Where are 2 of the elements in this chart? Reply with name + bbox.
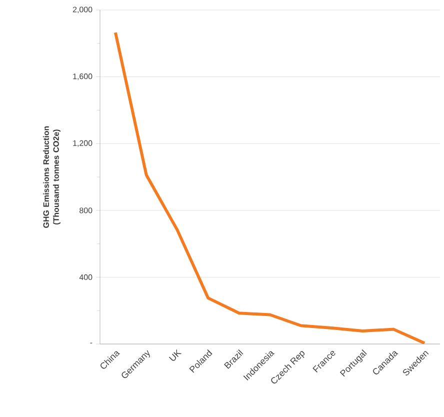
- x-tick-label: UK: [168, 349, 182, 361]
- line-series: [114, 31, 426, 344]
